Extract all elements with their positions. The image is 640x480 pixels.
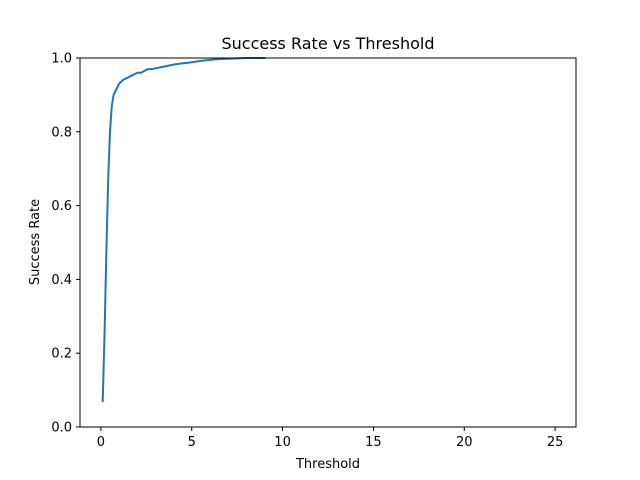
y-tick-label: 0.4 [51,273,72,288]
plot-frame [79,57,577,428]
x-tick-label: 15 [365,435,382,450]
y-tick-label: 1.0 [51,52,72,67]
y-axis: 0.0 0.2 0.4 0.6 0.8 1.0 [51,52,80,436]
x-tick-label: 25 [547,435,564,450]
x-tick-label: 20 [456,435,473,450]
y-axis-label: Success Rate [28,199,43,285]
x-axis: 0 5 10 15 20 25 [97,427,564,450]
series-line [101,57,266,403]
y-tick-label: 0.2 [51,347,72,362]
chart-title: Success Rate vs Threshold [221,34,434,53]
y-tick-label: 0.0 [51,421,72,436]
series-layer [101,57,266,403]
y-tick-label: 0.6 [51,199,72,214]
x-tick-label: 0 [97,435,105,450]
x-tick-label: 10 [274,435,291,450]
x-axis-label: Threshold [295,457,360,472]
x-tick-label: 5 [188,435,196,450]
y-tick-label: 0.8 [51,125,72,140]
